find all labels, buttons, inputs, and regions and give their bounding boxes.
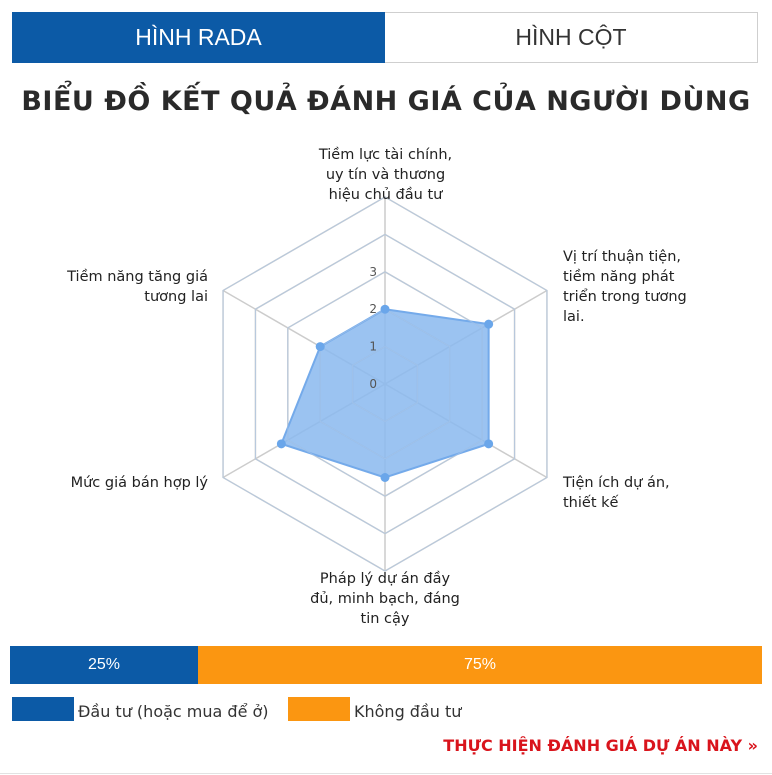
radar-tick-label: 3 <box>369 265 377 279</box>
tab-column[interactable]: HÌNH CỘT <box>385 12 758 63</box>
legend-invest: Đầu tư (hoặc mua để ở) <box>12 697 269 721</box>
radar-point-5[interactable] <box>315 342 325 352</box>
divider <box>0 773 772 774</box>
radar-inner-grid-ring <box>352 346 418 422</box>
radar-tick-label: 1 <box>369 340 377 354</box>
radar-tick-label: 2 <box>369 302 377 316</box>
chart-type-tabs: HÌNH RADA HÌNH CỘT <box>12 12 758 63</box>
legend-invest-swatch <box>12 697 74 721</box>
tab-radar[interactable]: HÌNH RADA <box>12 12 385 63</box>
radar-point-3[interactable] <box>380 473 390 482</box>
no-invest-segment: 75% <box>198 646 762 684</box>
evaluate-project-link[interactable]: THỰC HIỆN ĐÁNH GIÁ DỰ ÁN NÀY » <box>443 736 758 755</box>
invest-segment: 25% <box>10 646 198 684</box>
radar-inner-grid-ring <box>287 271 483 497</box>
radar-tick-label: 0 <box>369 377 377 391</box>
axis-label-growth: Tiềm năng tăng giá tương lai <box>67 269 208 305</box>
radar-chart: 0 1 2 3 <box>222 196 548 572</box>
invest-ratio-bar: 25% 75% <box>10 646 762 684</box>
legend-no-invest: Không đầu tư <box>288 697 461 721</box>
legend-invest-label: Đầu tư (hoặc mua để ở) <box>78 702 269 721</box>
legend-no-invest-label: Không đầu tư <box>354 702 462 721</box>
axis-label-location: Vị trí thuận tiện, tiềm năng phát triển … <box>563 249 687 325</box>
radar-series-area <box>280 308 490 479</box>
axis-label-legal: Pháp lý dự án đầy đủ, minh bạch, đáng ti… <box>310 571 460 627</box>
axis-label-price: Mức giá bán hợp lý <box>70 475 208 491</box>
legend-no-invest-swatch <box>288 697 350 721</box>
radar-inner-grid-ring <box>254 233 516 535</box>
radar-inner-grid-ring <box>222 196 548 572</box>
radar-point-0[interactable] <box>380 304 390 314</box>
chart-title: BIỂU ĐỒ KẾT QUẢ ĐÁNH GIÁ CỦA NGƯỜI DÙNG <box>21 86 751 117</box>
axis-label-finance: Tiềm lực tài chính, uy tín và thương hiệ… <box>318 147 453 203</box>
radar-point-2[interactable] <box>484 439 494 449</box>
radar-point-4[interactable] <box>276 439 286 449</box>
radar-point-1[interactable] <box>484 319 494 329</box>
axis-label-amenities: Tiện ích dự án, thiết kế <box>563 475 670 511</box>
